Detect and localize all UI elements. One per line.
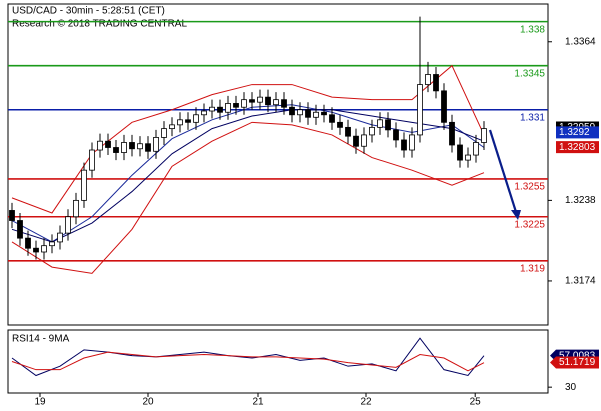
rsi-frame <box>7 329 549 394</box>
candle-body <box>41 245 47 253</box>
candle-body <box>137 143 143 150</box>
rsi-tick-label: 30 <box>565 382 577 393</box>
candle-body <box>17 220 23 239</box>
candle-body <box>225 103 231 113</box>
rsi-box <box>550 356 599 369</box>
rsi-line <box>11 337 485 377</box>
candle-body <box>473 142 479 156</box>
candle-body <box>409 134 415 151</box>
rsi-box-label: 57.0083 <box>559 350 596 361</box>
candle-body <box>321 111 327 116</box>
candle-body <box>105 140 111 148</box>
candle-body <box>169 124 175 130</box>
x-tick-label: 25 <box>470 397 482 408</box>
candle-body <box>345 126 351 137</box>
candle-body <box>233 103 239 108</box>
rsi-label: RSI14 - 9MA <box>12 334 70 345</box>
candle-body <box>145 143 151 152</box>
candle-body <box>281 99 287 108</box>
candle-body <box>185 119 191 123</box>
candle-body <box>25 237 31 249</box>
forecast-arrow <box>488 129 518 213</box>
candle-body <box>465 154 471 161</box>
candle-body <box>249 99 255 103</box>
candle-body <box>385 119 391 131</box>
candle-body <box>241 99 247 108</box>
level-label: 1.3345 <box>514 68 545 79</box>
price-box-label: 1.32803 <box>559 142 596 153</box>
y-tick-label: 1.3364 <box>565 36 596 47</box>
level-label: 1.319 <box>520 263 545 274</box>
x-tick-label: 20 <box>142 397 154 408</box>
candle-body <box>161 128 167 138</box>
candle-body <box>193 114 199 123</box>
candle-body <box>417 84 423 136</box>
level-label: 1.3225 <box>514 219 545 230</box>
candle-body <box>81 169 87 201</box>
x-tick-label: 19 <box>34 397 46 408</box>
rsi-box-label: 51.1719 <box>559 357 596 368</box>
level-label: 1.3255 <box>514 182 545 193</box>
candle-body <box>353 135 359 147</box>
candle-body <box>433 74 439 92</box>
candle-body <box>73 199 79 218</box>
candle-body <box>289 106 295 116</box>
x-tick-label: 21 <box>252 397 264 408</box>
level-label: 1.338 <box>520 24 545 35</box>
candle-body <box>97 140 103 151</box>
level-label: 1.331 <box>520 112 545 123</box>
candle-body <box>113 147 119 153</box>
candle-body <box>273 99 279 106</box>
candle-body <box>129 142 135 150</box>
candle-body <box>377 119 383 128</box>
candle-body <box>177 119 183 126</box>
chart-title: USD/CAD - 30min - 5:28:51 (CET) <box>12 6 165 17</box>
price-box <box>556 126 599 139</box>
candle-body <box>425 74 431 85</box>
candle-body <box>9 210 15 221</box>
candle-body <box>369 126 375 136</box>
candle-body <box>265 96 271 106</box>
candle-body <box>201 110 207 116</box>
candle-body <box>305 109 311 118</box>
candle-body <box>57 232 63 243</box>
candle-body <box>481 128 487 143</box>
price-frame <box>7 3 549 326</box>
candle-body <box>49 241 55 247</box>
candle-body <box>401 139 407 151</box>
y-tick-label: 1.3238 <box>565 195 596 206</box>
candle-body <box>121 142 127 153</box>
overlay-line <box>11 109 485 243</box>
candle-body <box>441 90 447 123</box>
candle-body <box>65 216 71 234</box>
candle-body <box>89 149 95 171</box>
chart-subtitle: Research © 2018 TRADING CENTRAL <box>12 19 187 30</box>
candle-body <box>457 144 463 161</box>
candle-body <box>209 106 215 112</box>
candle-body <box>297 109 303 116</box>
price-box <box>556 141 599 154</box>
candle-body <box>217 106 223 113</box>
candle-body <box>33 247 39 253</box>
x-tick-label: 22 <box>360 397 372 408</box>
candle-body <box>329 114 335 123</box>
rsi-line <box>11 351 485 372</box>
candle-body <box>313 111 319 118</box>
candle-body <box>449 121 455 146</box>
price-box-label: 1.3292 <box>559 127 590 138</box>
forecast-arrowhead <box>511 210 521 220</box>
candle-body <box>257 96 263 103</box>
y-tick-label: 1.3174 <box>565 276 596 287</box>
candle-body <box>337 121 343 128</box>
candle-body <box>393 129 399 141</box>
overlay-line <box>11 121 485 274</box>
candle-body <box>361 134 367 147</box>
candle-body <box>153 137 159 152</box>
